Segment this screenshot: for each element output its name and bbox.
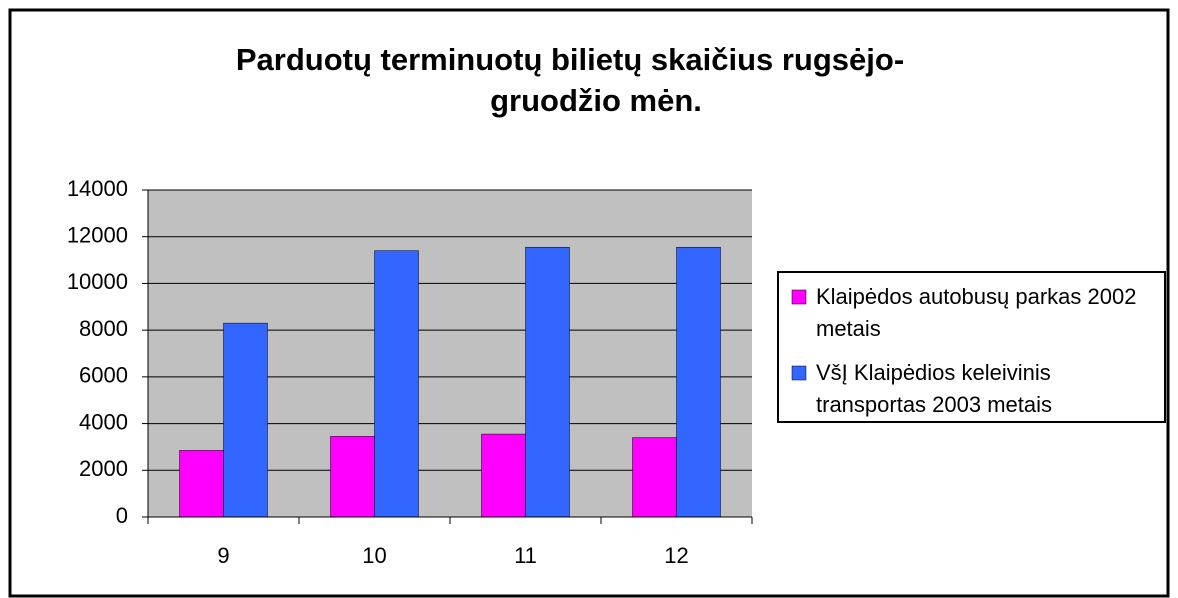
x-tick-label: 10	[362, 543, 386, 568]
y-tick-label: 10000	[67, 269, 128, 294]
legend-swatch	[791, 365, 807, 381]
legend	[777, 271, 1166, 423]
x-tick-label: 9	[217, 543, 229, 568]
y-tick-label: 8000	[79, 316, 128, 341]
bar	[632, 437, 677, 518]
legend-label: Klaipėdos autobusų parkas 2002 metais	[816, 284, 1136, 341]
legend-line: Klaipėdos autobusų parkas 2002	[816, 284, 1136, 309]
bar	[179, 450, 224, 518]
y-tick-label: 12000	[67, 223, 128, 248]
y-tick-label: 6000	[79, 363, 128, 388]
legend-line: transportas 2003 metais	[816, 392, 1052, 417]
y-tick-label: 4000	[79, 409, 128, 434]
legend-label: VšĮ Klaipėdios keleivinis transportas 200…	[816, 360, 1052, 417]
bar	[481, 433, 526, 518]
legend-swatch	[791, 289, 807, 305]
legend-line: metais	[816, 316, 881, 341]
x-tick-label: 12	[664, 543, 688, 568]
y-tick-label: 2000	[79, 456, 128, 481]
y-tick-label: 0	[116, 503, 128, 528]
chart-title: Parduotų terminuotų bilietų skaičius rug…	[236, 42, 904, 77]
y-tick-label: 14000	[67, 176, 128, 201]
legend-line: VšĮ Klaipėdios keleivinis	[816, 360, 1051, 385]
bar	[223, 322, 268, 518]
bar	[330, 436, 375, 518]
bar	[525, 246, 570, 518]
chart-title: gruodžio mėn.	[490, 83, 702, 118]
x-tick-label: 11	[514, 543, 537, 568]
bar	[374, 250, 419, 518]
bar	[676, 246, 721, 518]
